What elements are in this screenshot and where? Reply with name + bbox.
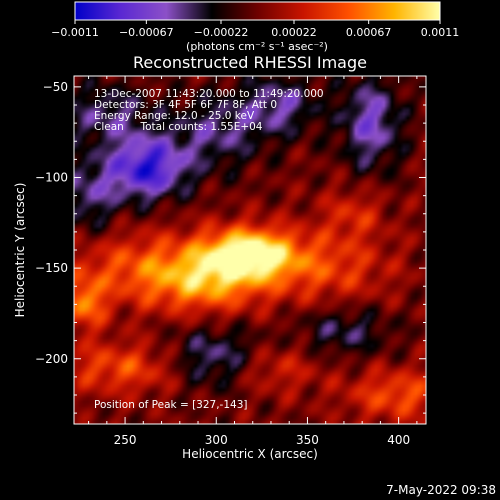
colorbar-tick-label: 0.00067 <box>346 26 392 39</box>
x-tick-label: 350 <box>296 433 319 447</box>
y-tick-label: −50 <box>43 80 68 94</box>
x-axis-label: Heliocentric X (arcsec) <box>182 447 318 461</box>
annotation-energy-range: Energy Range: 12.0 - 25.0 keV <box>94 110 255 122</box>
annotation-clean-counts: Clean Total counts: 1.55E+04 <box>94 121 263 133</box>
chart-title: Reconstructed RHESSI Image <box>133 53 367 72</box>
y-tick-label: −150 <box>35 261 68 275</box>
colorbar-tick-label: −0.00067 <box>119 26 174 39</box>
colorbar-tick-label: 0.0011 <box>421 26 460 39</box>
y-axis-label: Heliocentric Y (arcsec) <box>13 183 27 318</box>
annotation-time-range: 13-Dec-2007 11:43:20.000 to 11:49:20.000 <box>94 88 324 100</box>
heatmap-image <box>74 76 426 424</box>
colorbar-ticks: −0.0011 −0.00067 −0.00022 0.00022 0.00067 0.0… <box>51 20 459 39</box>
x-tick-label: 250 <box>114 433 137 447</box>
annotation-detectors: Detectors: 3F 4F 5F 6F 7F 8F, Att 0 <box>94 99 277 111</box>
y-tick-label: −200 <box>35 352 68 366</box>
timestamp: 7-May-2022 09:38 <box>386 483 496 497</box>
y-tick-label: −100 <box>35 171 68 185</box>
colorbar-label: (photons cm⁻² s⁻¹ asec⁻²) <box>186 40 328 53</box>
colorbar-tick-label: 0.00022 <box>271 26 317 39</box>
x-tick-label: 300 <box>205 433 228 447</box>
axis-ticks: 250 300 350 400 −50 −100 −150 −200 <box>35 76 426 447</box>
annotation-peak-position: Position of Peak = [327,-143] <box>94 399 248 411</box>
colorbar <box>74 1 441 21</box>
x-tick-label: 400 <box>387 433 410 447</box>
colorbar-tick-label: −0.0011 <box>51 26 99 39</box>
colorbar-tick-label: −0.00022 <box>194 26 249 39</box>
